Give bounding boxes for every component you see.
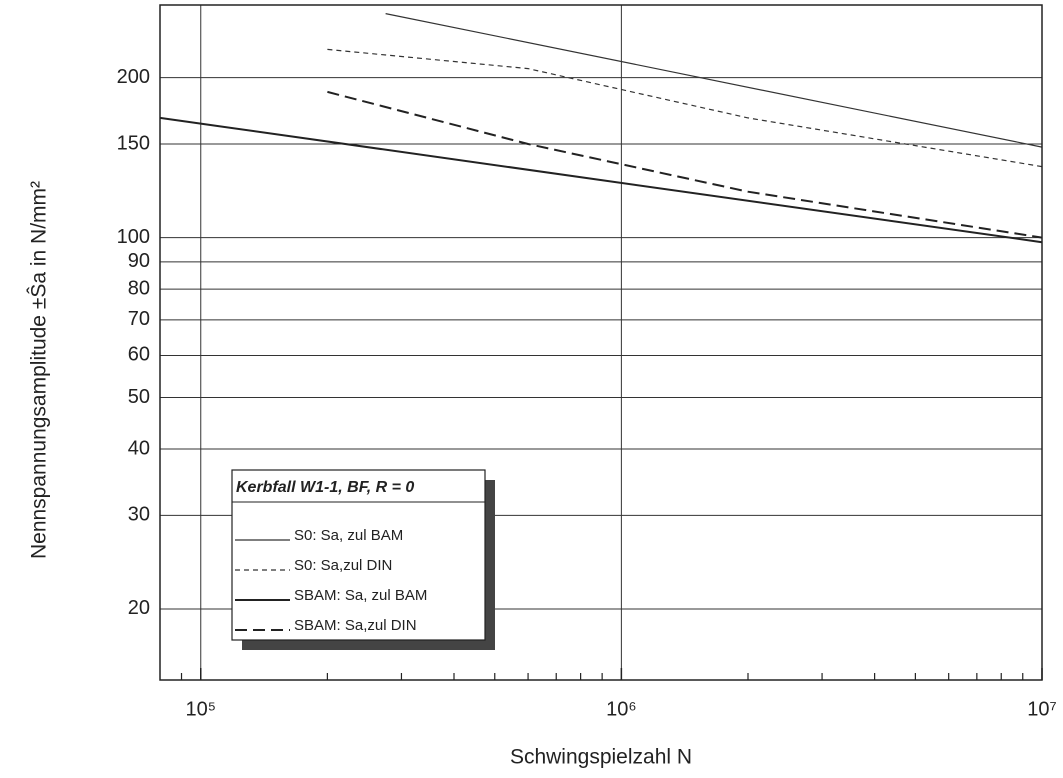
x-tick-label: 10⁷ bbox=[1027, 698, 1056, 720]
legend-box bbox=[231, 469, 486, 641]
y-axis-label: Nennspannungsamplitude ±Ŝa in N/mm² bbox=[28, 181, 51, 559]
y-tick-label: 200 bbox=[117, 66, 150, 88]
y-tick-label: 70 bbox=[128, 308, 150, 330]
y-tick-label: 100 bbox=[117, 226, 150, 248]
y-tick-label: 60 bbox=[128, 344, 150, 366]
x-tick-label: 10⁵ bbox=[185, 698, 216, 720]
legend-label: S0: Sa, zul BAM bbox=[294, 527, 403, 544]
y-tick-label: 80 bbox=[128, 277, 150, 299]
series-line bbox=[159, 116, 1043, 244]
legend: Kerbfall W1-1, BF, R = 0 S0: Sa, zul BAM S… bbox=[231, 469, 495, 650]
legend-label: S0: Sa,zul DIN bbox=[294, 557, 392, 574]
y-tick-label: 20 bbox=[128, 597, 150, 619]
y-tick-label: 90 bbox=[128, 250, 150, 272]
y-tick-label: 30 bbox=[128, 504, 150, 526]
y-tick-label: 40 bbox=[128, 437, 150, 459]
legend-label: SBAM: Sa, zul BAM bbox=[294, 587, 427, 604]
y-tick-label: 150 bbox=[117, 132, 150, 154]
plot-frame bbox=[159, 4, 1043, 681]
series-line bbox=[327, 90, 1043, 239]
legend-label: SBAM: Sa,zul DIN bbox=[294, 617, 417, 634]
x-axis-label: Schwingspielzahl N bbox=[510, 746, 692, 769]
y-tick-label: 50 bbox=[128, 386, 150, 408]
series-line bbox=[327, 48, 1043, 168]
x-tick-label: 10⁶ bbox=[606, 698, 636, 720]
legend-title: Kerbfall W1-1, BF, R = 0 bbox=[236, 479, 414, 496]
series-line bbox=[385, 13, 1043, 148]
